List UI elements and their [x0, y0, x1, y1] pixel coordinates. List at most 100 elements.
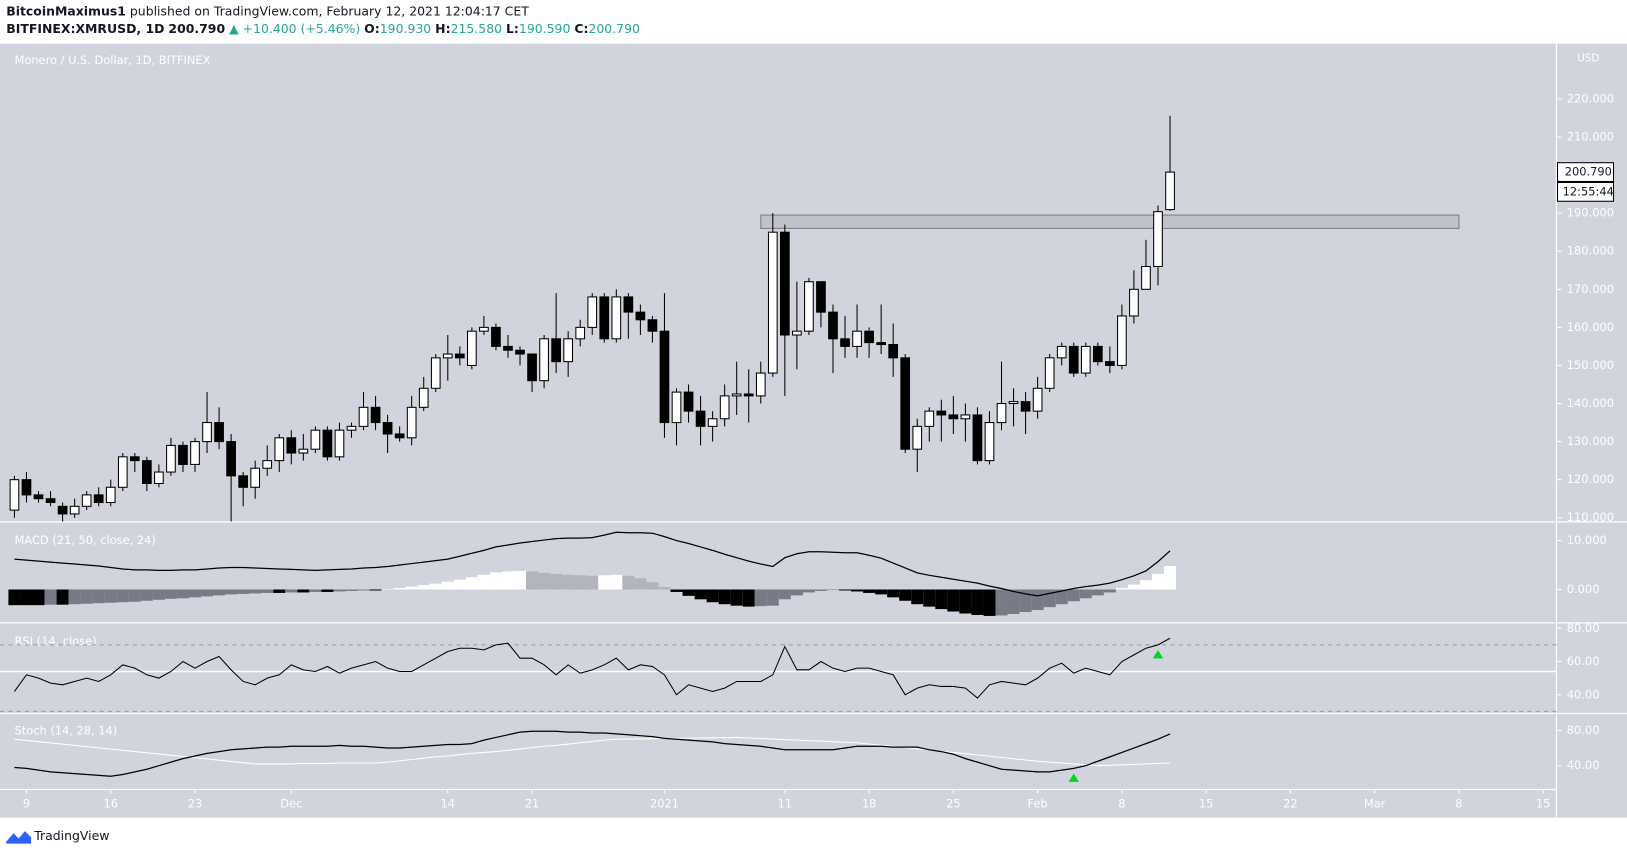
histogram-bar — [754, 589, 767, 607]
histogram-bar — [68, 589, 81, 605]
candle-body — [406, 406, 417, 439]
y-tick-label: 80.00 — [1567, 723, 1600, 737]
histogram-bar — [718, 589, 731, 605]
ohlc-label: H: — [435, 21, 450, 36]
histogram-bar — [357, 589, 370, 591]
histogram-bar — [176, 589, 189, 599]
candle-body — [864, 330, 874, 344]
histogram-bar — [670, 589, 683, 592]
signal-arrow — [1152, 650, 1164, 659]
countdown: 12:55:44 — [1563, 184, 1614, 198]
stoch-d-line — [14, 736, 1171, 767]
histogram-bar — [1139, 580, 1152, 590]
candle-body — [202, 422, 212, 443]
candle-body — [515, 349, 525, 355]
histogram-bar — [32, 589, 45, 606]
histogram-bar — [417, 585, 430, 590]
macd-line — [14, 531, 1171, 597]
symbol: BITFINEX:XMRUSD, 1D — [6, 21, 164, 36]
candle-body — [503, 345, 513, 351]
candle-body — [816, 281, 826, 313]
y-tick-label: 190.000 — [1567, 206, 1614, 220]
candle-body — [21, 479, 32, 496]
histogram-bar — [778, 589, 791, 600]
y-tick-label: 40.00 — [1567, 687, 1600, 701]
histogram-bar — [128, 589, 141, 602]
candle-body — [804, 281, 814, 332]
candle-body — [382, 422, 393, 435]
histogram-bar — [249, 589, 262, 594]
candle-body — [731, 393, 742, 397]
candle-body — [1044, 357, 1055, 389]
histogram-bar — [1151, 573, 1165, 590]
histogram-bar — [261, 589, 274, 593]
candle-body — [358, 406, 369, 427]
candle-body — [238, 475, 249, 488]
candle-body — [1117, 315, 1127, 366]
candle-body — [828, 311, 838, 340]
published: published on TradingView.com, February 1… — [130, 3, 529, 18]
y-tick-label: 180.000 — [1567, 244, 1614, 258]
author: BitcoinMaximus1 — [6, 3, 126, 18]
y-tick-label: 10.000 — [1567, 533, 1607, 547]
candle-body — [900, 357, 911, 450]
histogram-bar — [790, 589, 803, 596]
resistance-zone — [760, 214, 1460, 229]
candle-body — [33, 494, 44, 500]
rsi-line — [14, 637, 1171, 699]
candle-body — [430, 357, 441, 389]
histogram-bar — [634, 578, 647, 590]
histogram-bar — [538, 572, 551, 590]
histogram-bar — [706, 589, 719, 603]
histogram-bar — [923, 589, 936, 607]
candle-body — [467, 330, 477, 366]
candle-body — [792, 330, 802, 336]
candle-body — [479, 326, 489, 332]
histogram-bar — [586, 575, 599, 590]
candle-body — [623, 296, 634, 313]
histogram-bar — [1067, 589, 1080, 602]
histogram-bar — [1103, 589, 1116, 593]
candle-body — [322, 429, 333, 458]
x-tick-label: 8 — [1118, 797, 1125, 811]
histogram-bar — [1127, 584, 1140, 590]
histogram-bar — [610, 574, 623, 590]
candle-body — [779, 231, 790, 336]
candle-body — [659, 330, 670, 424]
candle-body — [563, 338, 574, 363]
candle-body — [984, 422, 995, 462]
histogram-bar — [80, 589, 93, 604]
candle-body — [912, 425, 923, 450]
panel-title: RSI (14, close) — [15, 634, 97, 648]
signal-arrow — [1068, 773, 1079, 782]
histogram-bar — [935, 589, 948, 610]
candle-body — [286, 437, 297, 454]
candle-body — [852, 330, 862, 347]
histogram-bar — [622, 575, 635, 590]
publish-line: BitcoinMaximus1 published on TradingView… — [6, 3, 529, 18]
candle-body — [996, 403, 1007, 424]
histogram-bar — [959, 589, 972, 614]
candle-body — [876, 342, 886, 346]
histogram-bar — [983, 589, 996, 616]
candle-body — [129, 456, 140, 462]
candles — [9, 115, 1175, 522]
y-tick-label: 210.000 — [1567, 130, 1614, 144]
panel-title: Stoch (14, 28, 14) — [15, 724, 118, 738]
candle-body — [1165, 171, 1175, 211]
histogram-bar — [441, 581, 454, 590]
separators — [0, 43, 1627, 818]
y-tick-label: 40.00 — [1567, 758, 1600, 772]
symbol-line: BITFINEX:XMRUSD, 1D 200.790 ▲ +10.400 (+… — [6, 21, 640, 36]
logo-icon — [6, 831, 32, 844]
histogram-bar — [995, 589, 1008, 616]
candle-body — [93, 494, 104, 504]
candle-body — [671, 391, 682, 424]
brand: TradingView — [33, 828, 109, 843]
candle-body — [1141, 265, 1151, 290]
candle-body — [57, 505, 68, 515]
histogram-bar — [164, 589, 177, 599]
histogram-bar — [465, 577, 478, 590]
histogram-bar — [1055, 589, 1068, 605]
ohlc-value: 200.790 — [588, 21, 640, 36]
